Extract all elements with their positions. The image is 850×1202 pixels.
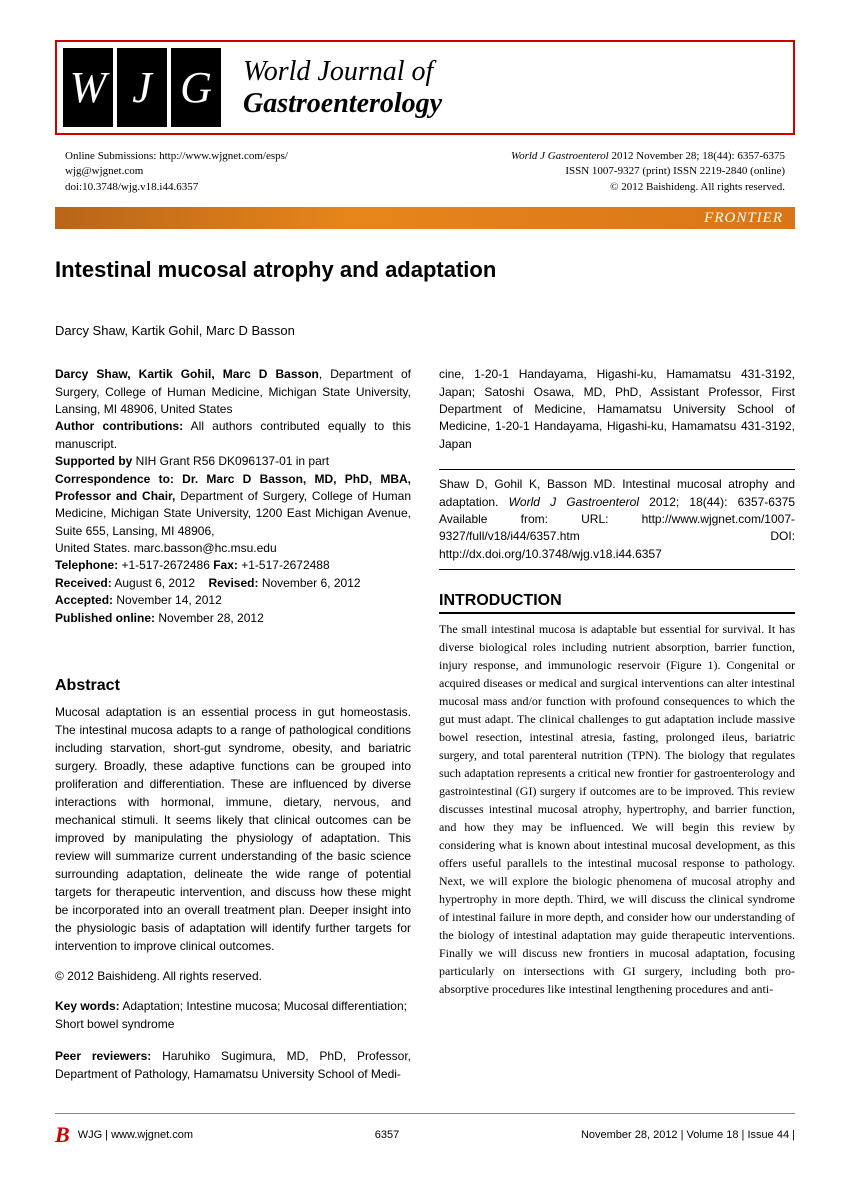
abstract-text: Mucosal adaptation is an essential proce… [55,703,411,955]
citation-line: World J Gastroenterol 2012 November 28; … [511,149,785,164]
meta-right: World J Gastroenterol 2012 November 28; … [511,149,785,195]
issn-line: ISSN 1007-9327 (print) ISSN 2219-2840 (o… [511,164,785,179]
logo-letter-j: J [117,48,167,127]
journal-title-line2: Gastroenterology [243,88,777,120]
logo-letter-g: G [171,48,221,127]
introduction-heading: INTRODUCTION [439,592,795,614]
introduction-text: The small intestinal mucosa is adaptable… [439,620,795,998]
copyright-line: © 2012 Baishideng. All rights reserved. [511,180,785,195]
footer-issue: November 28, 2012 | Volume 18 | Issue 44… [581,1129,795,1141]
keywords: Key words: Adaptation; Intestine mucosa;… [55,997,411,1033]
category-bar: FRONTIER [55,207,795,229]
category-label: FRONTIER [704,210,783,227]
footer-journal: WJG | www.wjgnet.com [78,1129,193,1141]
submission-email: wjg@wjgnet.com [65,164,288,179]
journal-title-line1: World Journal of [243,56,777,88]
submission-url: Online Submissions: http://www.wjgnet.co… [65,149,288,164]
doi: doi:10.3748/wjg.v18.i44.6357 [65,180,288,195]
journal-title: World Journal of Gastroenterology [227,42,793,133]
logo-section: W J G [57,42,227,133]
meta-row: Online Submissions: http://www.wjgnet.co… [55,145,795,207]
author-list: Darcy Shaw, Kartik Gohil, Marc D Basson [55,323,795,338]
abstract-heading: Abstract [55,677,411,695]
left-column: Darcy Shaw, Kartik Gohil, Marc D Basson,… [55,366,411,1083]
affiliation-block: Darcy Shaw, Kartik Gohil, Marc D Basson,… [55,366,411,627]
page-number: 6357 [375,1129,399,1141]
right-column: cine, 1-20-1 Handayama, Higashi-ku, Hama… [439,366,795,1083]
abstract-copyright: © 2012 Baishideng. All rights reserved. [55,969,411,983]
page-footer: B WJG | www.wjgnet.com 6357 November 28,… [55,1113,795,1148]
journal-header: W J G World Journal of Gastroenterology [55,40,795,135]
peer-reviewers-cont: cine, 1-20-1 Handayama, Higashi-ku, Hama… [439,366,795,453]
article-title: Intestinal mucosal atrophy and adaptatio… [55,257,795,283]
footer-left: B WJG | www.wjgnet.com [55,1122,193,1148]
citation-box: Shaw D, Gohil K, Basson MD. Intestinal m… [439,469,795,570]
meta-left: Online Submissions: http://www.wjgnet.co… [65,149,288,195]
publisher-logo-icon: B [55,1122,70,1148]
logo-letter-w: W [63,48,113,127]
peer-reviewers: Peer reviewers: Haruhiko Sugimura, MD, P… [55,1047,411,1083]
content-columns: Darcy Shaw, Kartik Gohil, Marc D Basson,… [55,366,795,1083]
